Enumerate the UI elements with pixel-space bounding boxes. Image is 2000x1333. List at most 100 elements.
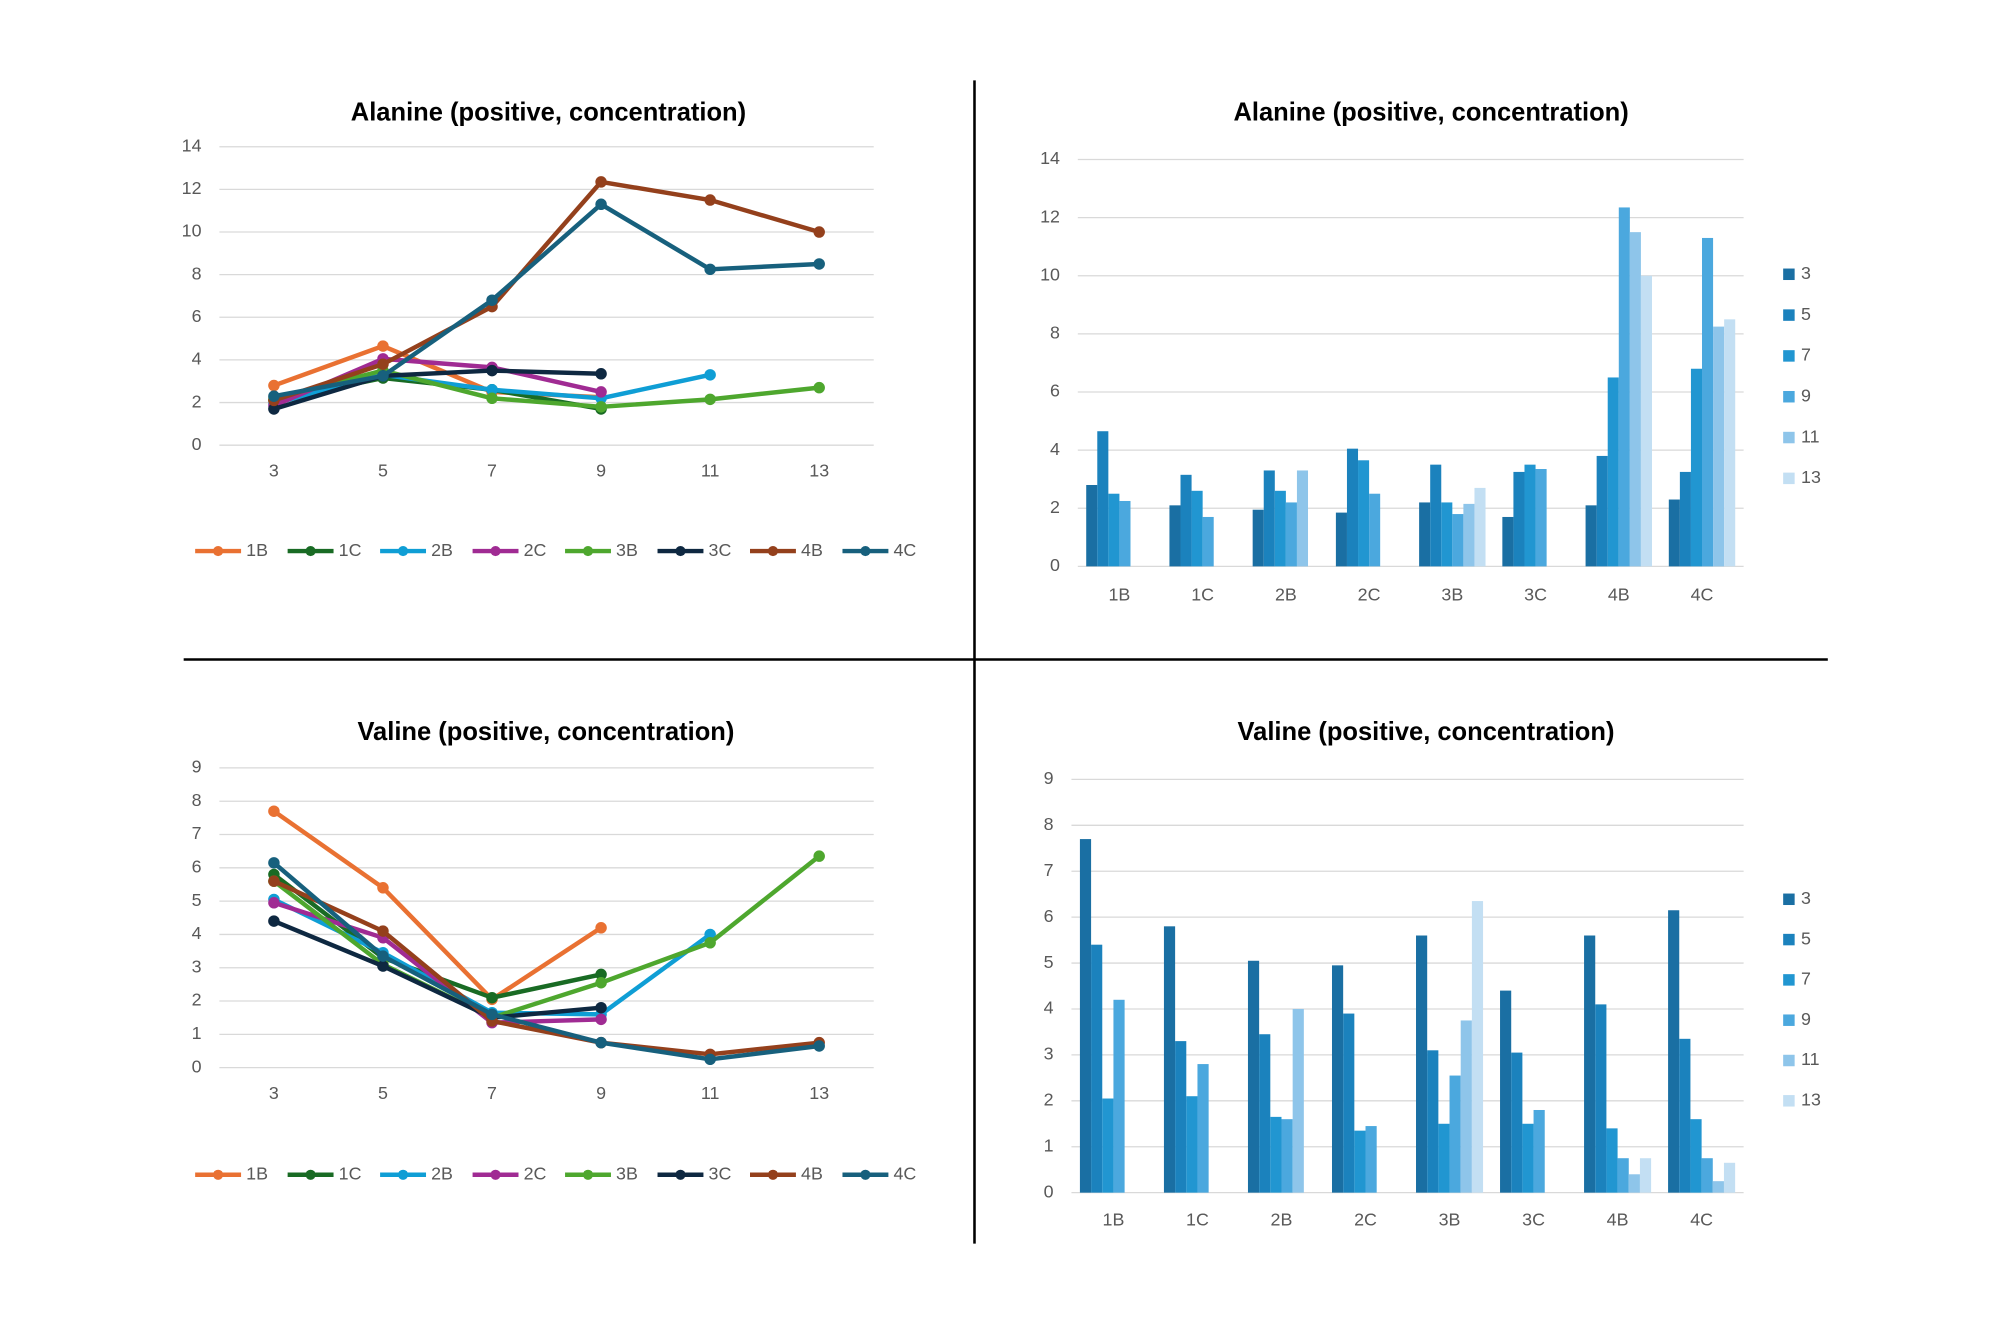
legend-label: 2B [431, 540, 453, 560]
bar [1086, 484, 1098, 567]
legend-swatch [675, 1169, 686, 1180]
bar [1097, 431, 1109, 567]
y-tick-label: 2 [192, 990, 202, 1010]
x-tick-label: 3C [1522, 1209, 1545, 1229]
bar [1438, 1123, 1450, 1193]
legend-swatch [767, 1169, 779, 1180]
data-point [595, 968, 607, 981]
bar [1285, 502, 1297, 567]
legend-label: 5 [1801, 304, 1811, 324]
x-tick-label: 3B [1439, 1209, 1461, 1229]
x-tick-label: 11 [701, 461, 720, 481]
legend-swatch [767, 545, 779, 557]
data-point [377, 358, 389, 370]
bar [1091, 944, 1103, 1193]
legend-swatch [1783, 974, 1795, 986]
x-tick-label: 7 [487, 461, 497, 481]
data-point [704, 1053, 716, 1066]
bar [1679, 471, 1691, 567]
data-point [486, 991, 498, 1004]
x-tick-label: 1C [1191, 584, 1214, 604]
x-tick-label: 2B [1271, 1209, 1293, 1229]
bar [1690, 368, 1703, 567]
x-tick-label: 1B [1109, 584, 1131, 604]
data-point [268, 875, 280, 887]
legend-label: 3 [1801, 263, 1811, 283]
bar [1419, 502, 1431, 567]
bar [1343, 1013, 1355, 1193]
legend-label: 3 [1801, 888, 1811, 908]
series-line [272, 854, 821, 1020]
legend-label: 2C [524, 540, 547, 560]
legend-label: 11 [1801, 426, 1820, 446]
y-tick-label: 8 [192, 790, 202, 810]
data-point [595, 386, 607, 398]
bar [1524, 464, 1536, 567]
bar [1331, 965, 1344, 1193]
y-tick-label: 6 [192, 306, 202, 326]
y-tick-label: 9 [192, 757, 202, 777]
legend-label: 3B [616, 540, 638, 560]
legend-swatch [675, 545, 686, 557]
bar [1535, 469, 1547, 567]
bar [1471, 901, 1484, 1193]
bar [1354, 1130, 1366, 1193]
y-tick-label: 14 [1040, 148, 1060, 168]
legend-swatch [490, 545, 501, 557]
data-point [377, 960, 389, 972]
bar [1259, 1034, 1271, 1193]
bar [1175, 1041, 1187, 1193]
legend-swatch [490, 1169, 501, 1180]
y-tick-label: 1 [192, 1023, 202, 1043]
legend-swatch [1783, 268, 1795, 281]
data-point [268, 379, 280, 392]
x-tick-label: 13 [809, 1083, 829, 1103]
x-tick-label: 4C [1690, 1209, 1713, 1229]
legend-swatch [1783, 350, 1795, 362]
bar [1500, 990, 1512, 1193]
legend-label: 2C [524, 1164, 547, 1184]
bar [1108, 493, 1120, 567]
bar [1713, 326, 1725, 567]
data-point [595, 176, 607, 188]
legend-swatch [213, 1169, 224, 1180]
bar [1441, 502, 1453, 567]
data-point [704, 263, 716, 276]
bar [1460, 1020, 1472, 1193]
legend-label: 4B [801, 1164, 823, 1184]
y-tick-label: 4 [192, 923, 202, 943]
bar [1358, 460, 1370, 567]
legend-swatch [1783, 893, 1795, 906]
series-line [273, 179, 820, 403]
legend-label: 9 [1801, 385, 1811, 405]
x-tick-label: 3C [1524, 584, 1547, 604]
data-point [813, 381, 825, 394]
series-line [272, 861, 820, 1062]
data-point [595, 368, 607, 380]
y-tick-label: 12 [1040, 206, 1060, 226]
y-tick-label: 0 [192, 434, 202, 454]
legend-swatch [582, 545, 594, 557]
bar [1463, 503, 1475, 567]
bar [1668, 499, 1680, 567]
legend-label: 5 [1801, 928, 1811, 948]
data-point [595, 976, 607, 989]
bar [1585, 505, 1597, 567]
legend-swatch [1783, 309, 1795, 321]
x-tick-label: 1C [1186, 1209, 1209, 1229]
data-point [486, 392, 498, 405]
data-point [486, 384, 498, 396]
legend-label: 4C [893, 1164, 916, 1184]
x-tick-label: 3B [1441, 584, 1463, 604]
y-tick-label: 4 [1044, 998, 1054, 1018]
data-point [377, 882, 389, 894]
x-tick-label: 2B [1275, 584, 1297, 604]
legend-swatch [397, 545, 409, 557]
legend-label: 13 [1801, 1090, 1821, 1110]
x-tick-label: 4C [1691, 584, 1714, 604]
bar [1502, 516, 1514, 567]
series-line [273, 368, 602, 412]
y-tick-label: 10 [1040, 264, 1060, 284]
data-point [377, 925, 389, 937]
data-point [595, 401, 607, 413]
